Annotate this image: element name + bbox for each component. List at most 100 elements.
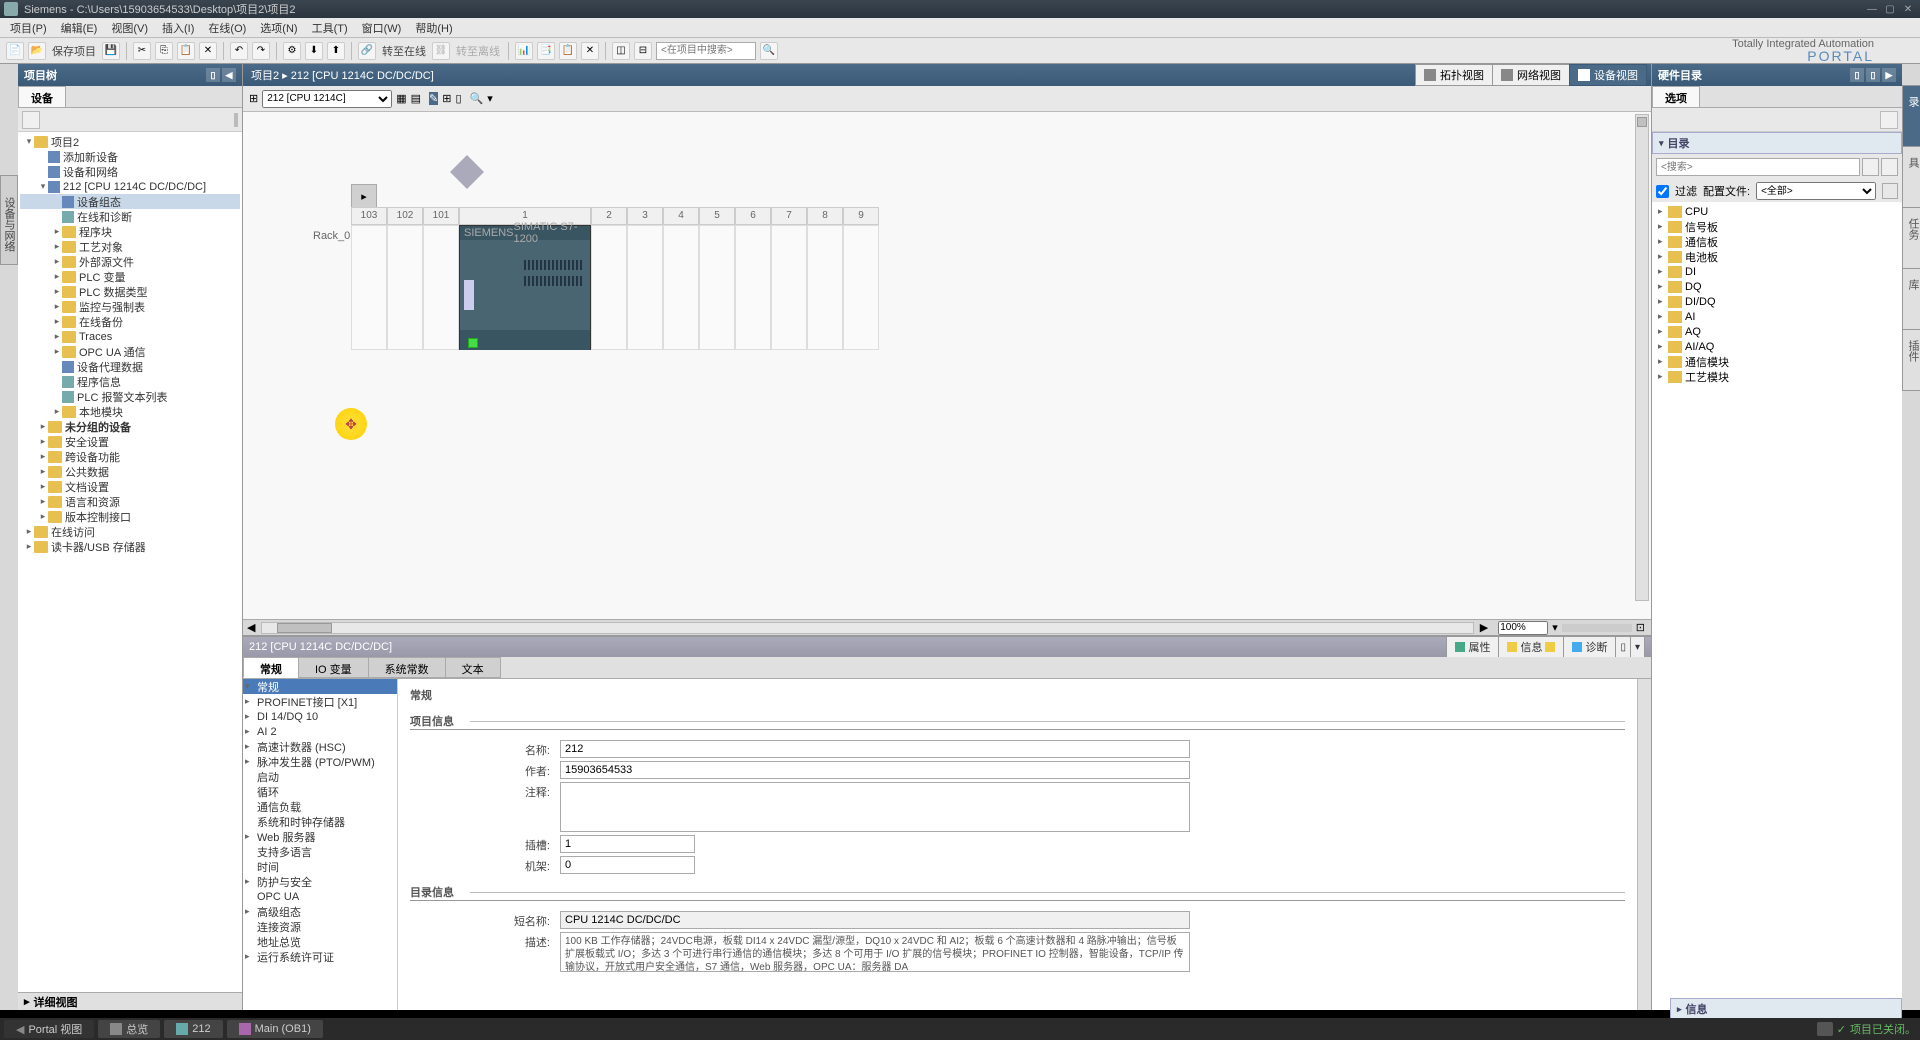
etool-3[interactable]: ✎	[429, 92, 438, 105]
zoom-button[interactable]: 🔍	[470, 92, 484, 105]
undo-button[interactable]: ↶	[230, 42, 248, 60]
slot-cell[interactable]	[627, 225, 663, 350]
tree-node[interactable]: 添加新设备	[20, 149, 240, 164]
redo-button[interactable]: ↷	[252, 42, 270, 60]
menu-insert[interactable]: 插入(I)	[156, 18, 200, 38]
props-nav-item[interactable]: ▸DI 14/DQ 10	[243, 709, 397, 724]
tree-node[interactable]: ▸外部源文件	[20, 254, 240, 269]
inspector-tab-info[interactable]: 信息	[1498, 636, 1564, 658]
device-selector[interactable]: 212 [CPU 1214C]	[262, 90, 392, 108]
side-tab-online[interactable]: 在线工具	[1902, 146, 1920, 208]
props-nav-item[interactable]: 通信负载	[243, 799, 397, 814]
close-button[interactable]: ✕	[1900, 4, 1916, 15]
slot-cell[interactable]	[843, 225, 879, 350]
save-icon[interactable]: 💾	[102, 42, 120, 60]
field-comment[interactable]	[560, 782, 1190, 832]
tree-node[interactable]: ▸读卡器/USB 存储器	[20, 539, 240, 554]
side-tab-tasks[interactable]: 任务	[1902, 207, 1920, 269]
scroll-right-icon[interactable]: ▶	[1476, 621, 1492, 634]
zoom-fit-icon[interactable]: ⊡	[1636, 621, 1645, 634]
inspector-min-icon[interactable]: ▯	[1615, 636, 1631, 658]
menu-online[interactable]: 在线(O)	[202, 18, 252, 38]
split-h-button[interactable]: ◫	[612, 42, 630, 60]
tree-node[interactable]: ▾项目2	[20, 134, 240, 149]
taskbar-portal[interactable]: ◀Portal 视图	[4, 1020, 94, 1038]
catalog-node[interactable]: ▸工艺模块	[1654, 369, 1900, 384]
taskbar-overview[interactable]: 总览	[98, 1020, 160, 1038]
tool-button-3[interactable]: 📋	[559, 42, 577, 60]
status-notif-icon[interactable]	[1817, 1022, 1833, 1036]
menu-tools[interactable]: 工具(T)	[306, 18, 354, 38]
props-nav-item[interactable]: ▸高速计数器 (HSC)	[243, 739, 397, 754]
catalog-info-header[interactable]: ▸信息	[1670, 998, 1902, 1020]
tab-topology[interactable]: 拓扑视图	[1415, 64, 1493, 86]
catalog-node[interactable]: ▸DQ	[1654, 279, 1900, 294]
inspector-tab-properties[interactable]: 属性	[1446, 636, 1499, 658]
tree-node[interactable]: ▸安全设置	[20, 434, 240, 449]
tree-node[interactable]: 在线和诊断	[20, 209, 240, 224]
catalog-node[interactable]: ▸通信板	[1654, 234, 1900, 249]
split-v-button[interactable]: ⊟	[634, 42, 652, 60]
tool-button-2[interactable]: 📑	[537, 42, 555, 60]
side-tab-catalog[interactable]: 硬件目录	[1902, 85, 1920, 147]
catalog-node[interactable]: ▸AI/AQ	[1654, 339, 1900, 354]
catalog-search-btn2[interactable]	[1881, 158, 1898, 176]
canvas-vscroll[interactable]	[1635, 114, 1649, 601]
tool-button-1[interactable]: 📊	[515, 42, 533, 60]
catalog-node[interactable]: ▸通信模块	[1654, 354, 1900, 369]
slot-cell[interactable]	[699, 225, 735, 350]
tree-node[interactable]: ▸PLC 数据类型	[20, 284, 240, 299]
catalog-search-input[interactable]	[1656, 158, 1860, 176]
inspector-nav[interactable]: ▾常规▸PROFINET接口 [X1]▸DI 14/DQ 10▸AI 2▸高速计…	[243, 679, 398, 1010]
cpu-module[interactable]: SIEMENSSIMATIC S7-1200	[459, 225, 591, 350]
tree-node[interactable]: ▸在线备份	[20, 314, 240, 329]
slot-cell[interactable]	[351, 225, 387, 350]
tree-node[interactable]: ▸文档设置	[20, 479, 240, 494]
subtab-sysconst[interactable]: 系统常数	[368, 657, 446, 678]
props-nav-item[interactable]: ▸高级组态	[243, 904, 397, 919]
catalog-node[interactable]: ▸信号板	[1654, 219, 1900, 234]
compile-button[interactable]: ⚙	[283, 42, 301, 60]
etool-4[interactable]: ⊞	[442, 92, 451, 105]
search-go-button[interactable]: 🔍	[760, 42, 778, 60]
props-nav-item[interactable]: ▾常规	[243, 679, 397, 694]
download-button[interactable]: ⬇	[305, 42, 323, 60]
save-label[interactable]: 保存项目	[50, 43, 98, 59]
catalog-node[interactable]: ▸DI	[1654, 264, 1900, 279]
menu-project[interactable]: 项目(P)	[4, 18, 53, 38]
delete-button[interactable]: ✕	[199, 42, 217, 60]
collapse-left-icon[interactable]: ▯	[206, 68, 220, 82]
tree-tool-1[interactable]	[22, 111, 40, 129]
link-icon[interactable]: 🔗	[358, 42, 376, 60]
tree-node[interactable]: PLC 报警文本列表	[20, 389, 240, 404]
subtab-text[interactable]: 文本	[445, 657, 501, 678]
props-nav-item[interactable]: ▸PROFINET接口 [X1]	[243, 694, 397, 709]
etool-1[interactable]: ▦	[396, 92, 406, 105]
zoom-input[interactable]	[1498, 621, 1548, 635]
copy-button[interactable]: ⎘	[155, 42, 173, 60]
tree-node[interactable]: ▸工艺对象	[20, 239, 240, 254]
tree-node[interactable]: ▸OPC UA 通信	[20, 344, 240, 359]
nav-button[interactable]: ⊞	[249, 92, 258, 105]
catalog-collapse-icon[interactable]: ▯	[1866, 68, 1880, 82]
tab-network[interactable]: 网络视图	[1492, 64, 1570, 86]
slot-cell[interactable]	[807, 225, 843, 350]
props-nav-item[interactable]: ▸运行系统许可证	[243, 949, 397, 964]
project-search[interactable]	[656, 42, 756, 60]
slot-cell[interactable]	[771, 225, 807, 350]
paste-button[interactable]: 📋	[177, 42, 195, 60]
tree-node[interactable]: 设备组态	[20, 194, 240, 209]
tab-device[interactable]: 设备视图	[1569, 64, 1647, 86]
field-author[interactable]	[560, 761, 1190, 779]
new-button[interactable]: 📄	[6, 42, 24, 60]
rack-nav-button[interactable]: ▸	[351, 184, 377, 208]
minimize-button[interactable]: —	[1864, 4, 1880, 15]
tree-node[interactable]: ▸Traces	[20, 329, 240, 344]
etool-2[interactable]: ▤	[411, 92, 421, 105]
catalog-hide-icon[interactable]: ▶	[1882, 68, 1896, 82]
props-nav-item[interactable]: ▸防护与安全	[243, 874, 397, 889]
props-nav-item[interactable]: ▸AI 2	[243, 724, 397, 739]
unlink-icon[interactable]: ⛓	[432, 42, 450, 60]
field-rack[interactable]	[560, 856, 695, 874]
tab-options[interactable]: 选项	[1652, 86, 1700, 107]
